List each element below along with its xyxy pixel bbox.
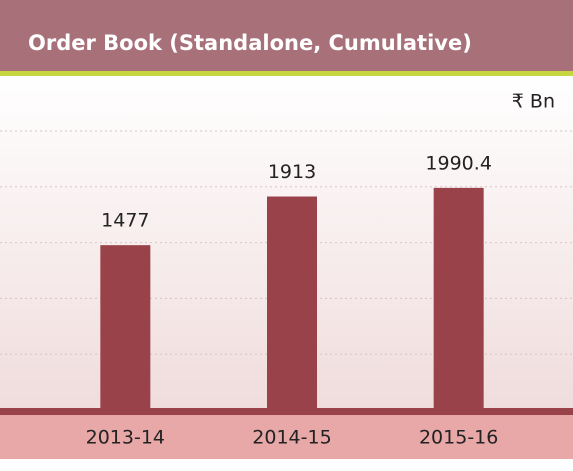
data-label: 1990.4 xyxy=(425,152,491,174)
data-label: 1477 xyxy=(101,210,149,232)
header-band xyxy=(0,0,573,72)
bar xyxy=(267,196,317,410)
x-tick-label: 2015-16 xyxy=(419,427,498,449)
header-rule xyxy=(0,71,573,76)
bar xyxy=(100,245,151,410)
marks: 1477 1913 1990.4 xyxy=(100,152,492,410)
category-band xyxy=(0,415,573,459)
unit-label: ₹ Bn xyxy=(512,91,555,113)
data-label: 1913 xyxy=(268,161,316,183)
bar xyxy=(433,187,484,410)
chart-title: Order Book (Standalone, Cumulative) xyxy=(28,31,472,55)
x-tick-label: 2013-14 xyxy=(86,427,165,449)
baseline xyxy=(0,408,573,415)
x-tick-label: 2014-15 xyxy=(252,427,331,449)
